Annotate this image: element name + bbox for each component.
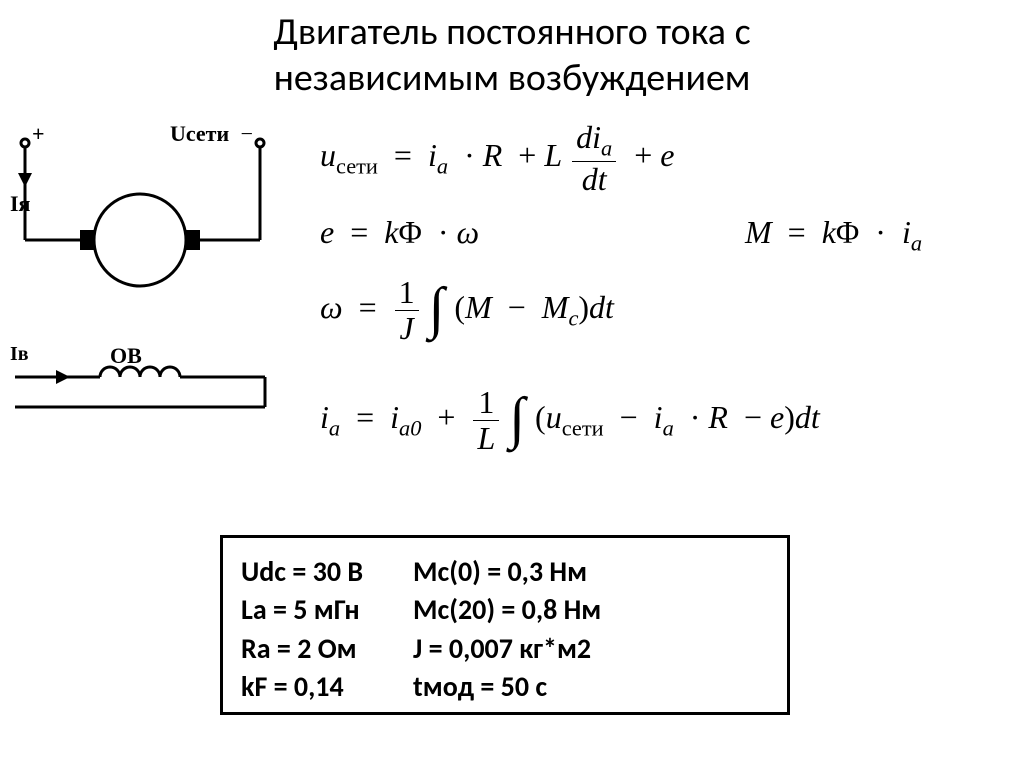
params-left-column: Udc = 30 В La = 5 мГн Ra = 2 Ом kF = 0,1… <box>241 554 363 708</box>
eq1-frac: dia dt <box>572 120 616 197</box>
eq4-i-sub: a <box>663 415 674 440</box>
eq3-lhs: ω <box>320 289 343 325</box>
eq4-fnum: 1 <box>473 385 499 421</box>
eq4-R: R <box>708 399 728 435</box>
eq2a-Phi: Φ <box>398 214 421 250</box>
param-right-2: J = 0,007 кг*м2 <box>413 631 601 667</box>
param-left-0: Udc = 30 В <box>241 554 363 590</box>
eq1-fnum-isub: a <box>601 135 612 160</box>
title-line-1: Двигатель постоянного тока с <box>273 9 750 55</box>
eq1-u-sub: сети <box>336 153 378 178</box>
eq1-e: e <box>660 137 674 173</box>
eq1-fnum-i: i <box>592 119 601 155</box>
eq3-Mcsub: c <box>568 305 578 330</box>
equation-omega: ω = 1 J ∫ (M − Mc)dt <box>320 275 614 346</box>
parameters-box: Udc = 30 В La = 5 мГн Ra = 2 Ом kF = 0,1… <box>220 535 790 715</box>
equation-ia: ia = ia0 + 1 L ∫ (uсети − ia · R − e)dt <box>320 385 820 456</box>
eq1-u: u <box>320 137 336 173</box>
eq2b-Phi: Φ <box>836 214 859 250</box>
eq3-frac: 1 J <box>395 275 419 346</box>
eq3-M: M <box>465 289 492 325</box>
eq4-dt: dt <box>795 399 820 435</box>
title-line-2: независимым возбуждением <box>0 56 1024 102</box>
eq4-ia0-sub: a0 <box>399 415 421 440</box>
eq2a-lhs: e <box>320 214 334 250</box>
eq2b-i: i <box>902 214 911 250</box>
eq2b-k: k <box>822 214 836 250</box>
page-title: Двигатель постоянного тока с независимым… <box>0 10 1024 101</box>
param-right-3: tмод = 50 с <box>413 669 601 705</box>
eq3-Mc: M <box>542 289 569 325</box>
param-right-1: Mc(20) = 0,8 Нм <box>413 592 601 628</box>
eq4-lhs-sub: a <box>329 415 340 440</box>
eq2a-k: k <box>384 214 398 250</box>
integral-icon-2: ∫ <box>509 387 525 450</box>
params-right-column: Mc(0) = 0,3 Нм Mc(20) = 0,8 Нм J = 0,007… <box>413 554 601 708</box>
eq1-i: i <box>428 137 437 173</box>
equation-torque: M = kΦ · ia <box>745 215 922 256</box>
eq1-R: R <box>483 137 503 173</box>
eq1-fden: dt <box>572 162 616 197</box>
eq4-fden: L <box>473 421 499 456</box>
eq2b-isub: a <box>911 230 922 255</box>
integral-icon: ∫ <box>429 277 445 340</box>
eq2a-omega: ω <box>457 214 480 250</box>
eq4-e: e <box>770 399 784 435</box>
param-right-0: Mc(0) = 0,3 Нм <box>413 554 601 590</box>
param-left-3: kF = 0,14 <box>241 669 363 705</box>
page-root: Двигатель постоянного тока с независимым… <box>0 0 1024 767</box>
eq4-ia0: i <box>390 399 399 435</box>
eq4-lhs: i <box>320 399 329 435</box>
eq4-frac: 1 L <box>473 385 499 456</box>
param-left-2: Ra = 2 Ом <box>241 631 363 667</box>
equation-emf: e = kΦ · ω <box>320 215 479 250</box>
eq3-dt: dt <box>589 289 614 325</box>
eq4-u: u <box>546 399 562 435</box>
eq3-fnum: 1 <box>395 275 419 311</box>
eq4-u-sub: сети <box>562 415 604 440</box>
eq1-L: L <box>544 137 562 173</box>
param-left-1: La = 5 мГн <box>241 592 363 628</box>
equation-voltage: uсети = ia · R + L dia dt + e <box>320 120 674 197</box>
circuit-diagram: + Uсети − Iя Я Iв ОВ <box>10 115 290 435</box>
eq3-fden: J <box>395 311 419 346</box>
eq2b-lhs: M <box>745 214 772 250</box>
eq4-i: i <box>654 399 663 435</box>
circuit-svg <box>10 115 290 435</box>
eq1-i-sub: a <box>437 153 448 178</box>
eq1-fnum-d: d <box>576 119 592 155</box>
